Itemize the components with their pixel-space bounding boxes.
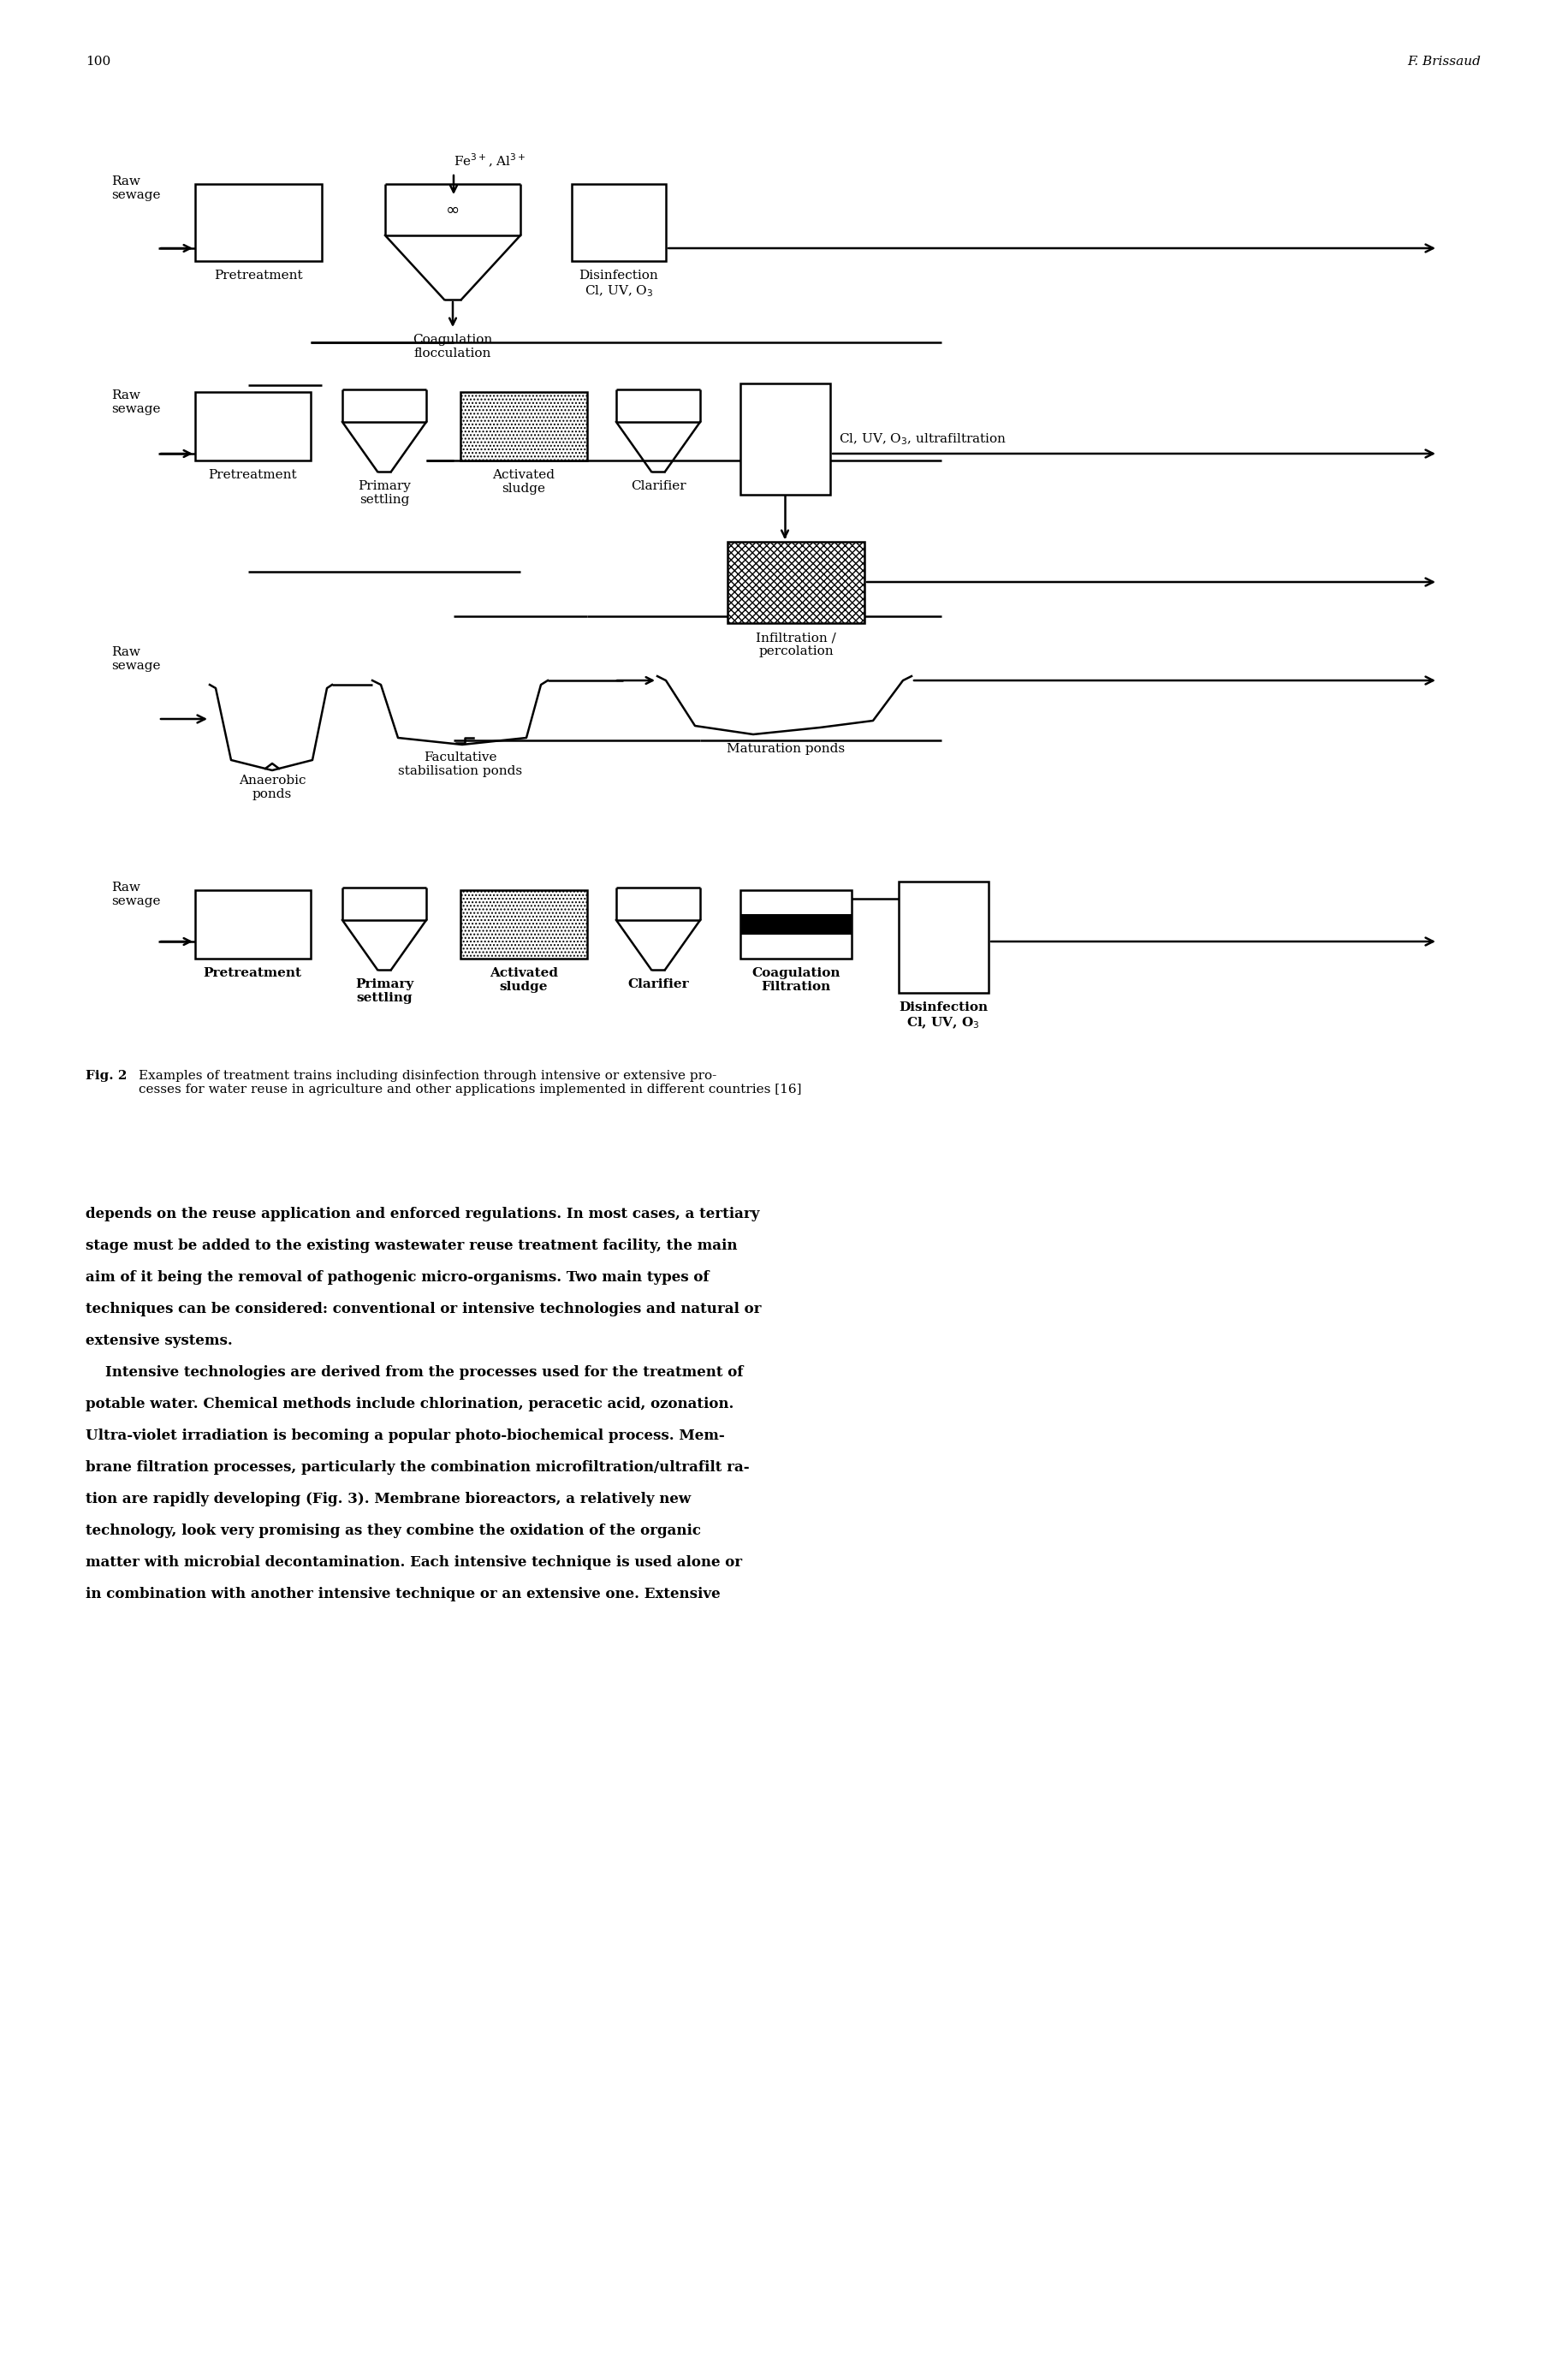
Text: Activated
sludge: Activated sludge — [492, 468, 555, 494]
Bar — [461, 392, 586, 461]
Text: F. Brissaud: F. Brissaud — [1406, 55, 1480, 67]
Bar — [194, 891, 310, 958]
Text: Primary
settling: Primary settling — [358, 480, 411, 506]
Bar — [194, 183, 321, 261]
Text: Coagulation
Filtration: Coagulation Filtration — [751, 967, 840, 993]
Bar — [572, 183, 666, 261]
Text: Raw
sewage: Raw sewage — [111, 646, 160, 672]
Text: Primary
settling: Primary settling — [354, 979, 414, 1005]
Bar — [194, 392, 310, 461]
Text: Raw
sewage: Raw sewage — [111, 390, 160, 416]
Text: Pretreatment: Pretreatment — [215, 268, 303, 283]
Text: Raw
sewage: Raw sewage — [111, 881, 160, 908]
Text: Fe$^{3+}$, Al$^{3+}$: Fe$^{3+}$, Al$^{3+}$ — [453, 152, 525, 169]
Text: Anaerobic
ponds: Anaerobic ponds — [238, 775, 306, 801]
Text: aim of it being the removal of pathogenic micro-organisms. Two main types of: aim of it being the removal of pathogeni… — [86, 1271, 709, 1285]
Bar — [461, 891, 586, 958]
Text: technology, look very promising as they combine the oxidation of the organic: technology, look very promising as they … — [86, 1523, 701, 1537]
Text: stage must be added to the existing wastewater reuse treatment facility, the mai: stage must be added to the existing wast… — [86, 1238, 737, 1252]
Text: Ultra-violet irradiation is becoming a popular photo-biochemical process. Mem-: Ultra-violet irradiation is becoming a p… — [86, 1428, 724, 1442]
Text: Clarifier: Clarifier — [627, 979, 688, 991]
Text: Examples of treatment trains including disinfection through intensive or extensi: Examples of treatment trains including d… — [138, 1069, 801, 1095]
Bar — [898, 881, 988, 993]
Text: Clarifier: Clarifier — [630, 480, 685, 492]
Text: depends on the reuse application and enforced regulations. In most cases, a tert: depends on the reuse application and enf… — [86, 1207, 759, 1221]
Bar — [740, 915, 851, 934]
Text: Infiltration /
percolation: Infiltration / percolation — [756, 632, 836, 658]
Text: Raw
sewage: Raw sewage — [111, 176, 160, 202]
Text: matter with microbial decontamination. Each intensive technique is used alone or: matter with microbial decontamination. E… — [86, 1556, 742, 1571]
Bar — [728, 542, 864, 623]
Bar — [740, 383, 829, 494]
Text: Activated
sludge: Activated sludge — [489, 967, 558, 993]
Bar — [740, 891, 851, 958]
Text: Disinfection
Cl, UV, O$_3$: Disinfection Cl, UV, O$_3$ — [898, 1000, 988, 1031]
Text: 100: 100 — [86, 55, 111, 67]
Text: brane filtration processes, particularly the combination microfiltration/ultrafi: brane filtration processes, particularly… — [86, 1461, 750, 1475]
Text: Coagulation
flocculation: Coagulation flocculation — [412, 333, 492, 359]
Text: potable water. Chemical methods include chlorination, peracetic acid, ozonation.: potable water. Chemical methods include … — [86, 1397, 734, 1411]
Text: Pretreatment: Pretreatment — [209, 468, 296, 480]
Text: tion are rapidly developing (Fig. 3). Membrane bioreactors, a relatively new: tion are rapidly developing (Fig. 3). Me… — [86, 1492, 691, 1506]
Text: Disinfection
Cl, UV, O$_3$: Disinfection Cl, UV, O$_3$ — [579, 268, 659, 299]
Text: extensive systems.: extensive systems. — [86, 1333, 232, 1347]
Text: Fig. 2: Fig. 2 — [86, 1069, 127, 1081]
Text: ∞: ∞ — [445, 202, 459, 219]
Text: techniques can be considered: conventional or intensive technologies and natural: techniques can be considered: convention… — [86, 1302, 762, 1316]
Text: Pretreatment: Pretreatment — [204, 967, 301, 979]
Text: Maturation ponds: Maturation ponds — [726, 744, 845, 756]
Text: Facultative
stabilisation ponds: Facultative stabilisation ponds — [398, 751, 522, 777]
Text: Cl, UV, O$_3$, ultrafiltration: Cl, UV, O$_3$, ultrafiltration — [839, 432, 1007, 447]
Text: Intensive technologies are derived from the processes used for the treatment of: Intensive technologies are derived from … — [86, 1366, 743, 1380]
Text: in combination with another intensive technique or an extensive one. Extensive: in combination with another intensive te… — [86, 1587, 720, 1601]
